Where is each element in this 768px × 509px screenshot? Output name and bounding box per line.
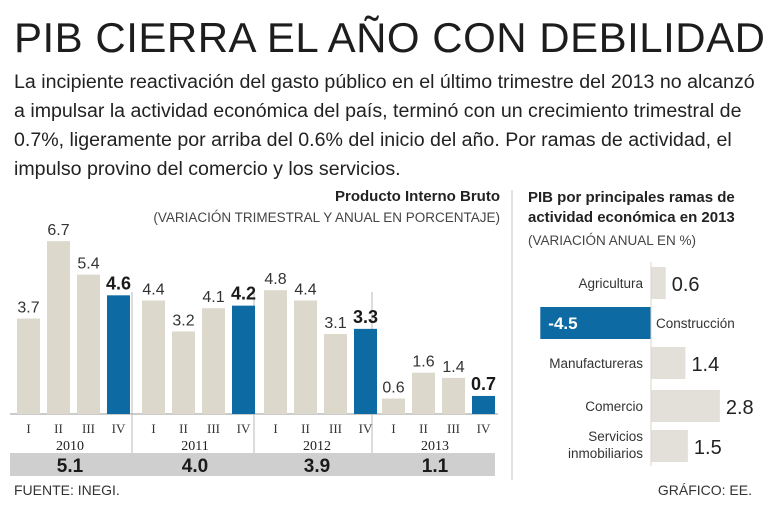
pib-bar-7 [202,308,225,414]
pib-value-label-11: 3.1 [324,315,346,332]
pib-bar-4 [107,295,130,414]
quarter-label-13: I [391,421,395,436]
pib-value-label-6: 3.2 [172,312,194,329]
pib-bar-16 [472,395,495,414]
pib-bar-10 [294,300,317,414]
pib-value-label-3: 5.4 [77,256,99,273]
pib-chart-subtitle: (VARIACIÓN TRIMESTRAL Y ANUAL EN PORCENT… [153,210,500,225]
sector-bar-4 [651,390,720,422]
quarter-label-12: IV [359,421,373,436]
pib-bar-5 [142,300,165,414]
pib-value-label-1: 3.7 [17,300,39,317]
annual-value-2012: 3.9 [304,456,330,477]
pib-chart-title: Producto Interno Bruto [335,188,500,205]
sector-label-1: Agricultura [578,276,643,291]
quarter-label-8: IV [237,421,251,436]
annual-value-2011: 4.0 [182,456,208,477]
pib-value-label-13: 0.6 [382,380,404,397]
sector-label-2: Construcción [656,316,735,331]
sector-label-5-line-2: inmobiliarios [568,446,643,461]
year-label-2010: 2010 [56,439,84,454]
pib-value-label-16: 0.7 [471,374,496,394]
quarter-label-1: I [26,421,30,436]
pib-value-label-10: 4.4 [294,281,316,298]
pib-value-label-15: 1.4 [442,359,464,376]
sector-bar-2 [540,307,651,339]
pib-value-label-14: 1.6 [412,354,434,371]
quarter-label-7: III [207,421,220,436]
sector-value-5: 1.5 [694,437,722,459]
pib-bar-13 [382,398,405,414]
quarter-label-16: IV [477,421,491,436]
sector-label-4: Comercio [585,399,643,414]
pib-value-label-7: 4.1 [202,289,224,306]
pib-bar-6 [172,331,195,414]
sector-bar-1 [651,267,666,299]
pib-bar-1 [17,318,40,414]
quarter-label-3: III [82,421,95,436]
year-label-2011: 2011 [181,439,208,454]
sector-value-4: 2.8 [726,397,754,419]
lead-paragraph: La incipiente reactivación del gasto púb… [14,71,755,180]
pib-bar-3 [77,274,100,414]
sector-bar-5 [651,430,688,462]
sector-value-3: 1.4 [691,354,719,376]
pib-bar-12 [354,328,377,414]
pib-bar-11 [324,334,347,414]
quarter-label-15: III [447,421,460,436]
sector-bar-3 [651,347,686,379]
quarter-label-11: III [329,421,342,436]
pib-bar-2 [47,241,70,414]
credit-note: GRÁFICO: EE. [657,482,752,498]
quarter-label-14: II [419,421,428,436]
pib-value-label-5: 4.4 [142,281,164,298]
quarter-label-2: II [54,421,63,436]
source-note: FUENTE: INEGI. [14,482,120,498]
quarter-label-9: I [273,421,277,436]
year-label-2012: 2012 [303,439,331,454]
ramas-chart-title: PIB por principales ramas de actividad e… [528,189,735,226]
pib-value-label-9: 4.8 [264,271,286,288]
pib-bar-14 [412,372,435,414]
sector-label-3: Manufactureras [549,356,643,371]
page-title: PIB CIERRA EL AÑO CON DEBILIDAD [14,14,766,61]
sector-label-5-line-1: Servicios [588,429,643,444]
sector-value-2: -4.5 [548,314,577,333]
pib-value-label-4: 4.6 [106,273,131,293]
annual-value-2010: 5.1 [57,456,84,477]
pib-bar-8 [232,305,255,414]
annual-band [10,453,495,476]
pib-value-label-2: 6.7 [47,222,69,239]
quarter-label-10: II [301,421,310,436]
year-label-2013: 2013 [421,439,449,454]
ramas-chart-subtitle: (VARIACIÓN ANUAL EN %) [528,233,697,248]
quarter-label-5: I [151,421,155,436]
quarter-label-4: IV [112,421,126,436]
annual-value-2013: 1.1 [422,456,449,477]
pib-value-label-8: 4.2 [231,284,256,304]
sector-value-1: 0.6 [672,274,700,296]
pib-bar-15 [442,377,465,414]
quarter-label-6: II [179,421,188,436]
pib-bar-9 [264,290,287,414]
pib-value-label-12: 3.3 [353,307,378,327]
